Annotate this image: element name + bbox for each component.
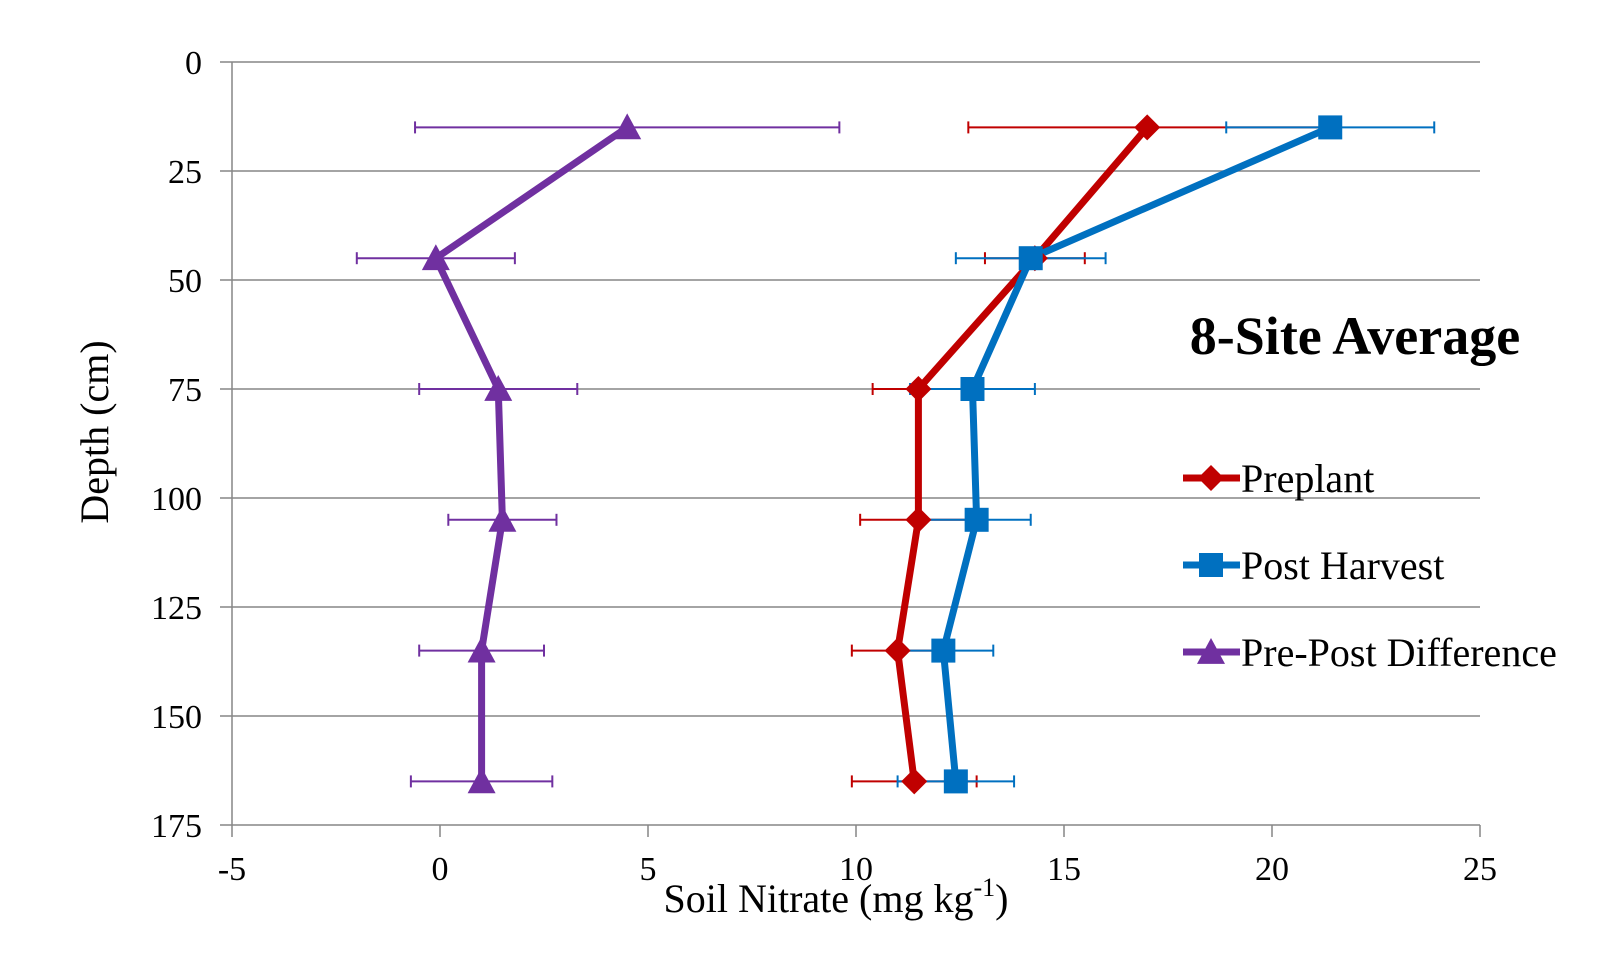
post-harvest-marker [964,507,989,532]
pre-post-difference-marker [421,244,450,271]
x-tick-label: 25 [1463,851,1497,888]
preplant-marker [884,637,911,664]
legend-label: Post Harvest [1241,543,1444,588]
x-axis-title-suffix: ) [995,876,1008,921]
x-tick-label: -5 [218,851,246,888]
preplant-marker [901,768,928,795]
preplant-marker [1134,114,1161,141]
pre-post-difference-marker [613,113,642,140]
preplant-line [894,125,1150,782]
y-tick-label: 50 [168,263,202,300]
post-harvest-marker [1318,115,1343,140]
pre-post-difference-marker [488,505,517,532]
y-tick-labels: 0 25 50 75 100 125 150 175 [151,45,202,845]
legend: Preplant Post Harvest Pre-Post Difference [1183,456,1557,675]
y-tick-label: 125 [151,590,202,627]
y-tick-label: 0 [185,45,202,82]
x-tick-label: 10 [839,851,873,888]
post-harvest-marker [960,377,985,401]
legend-label: Preplant [1241,456,1374,501]
y-tick-label: 175 [151,808,202,845]
y-tick-label: 100 [151,481,202,518]
error-bars [355,121,1436,788]
x-tick-labels: -5 0 5 10 15 20 25 [218,851,1497,888]
x-axis-title-main: Soil Nitrate (mg kg [664,876,974,921]
post-harvest-line [939,124,1332,782]
y-tick-label: 150 [151,699,202,736]
legend-swatch-marker [1199,553,1223,577]
preplant-marker [905,376,932,402]
y-tick-label: 75 [168,372,202,409]
series-lines [432,124,1332,782]
pre-post-difference-marker [484,375,513,401]
x-tick-label: 0 [432,851,449,888]
pre-post-difference-line [432,124,630,782]
legend-swatch-marker [1197,638,1225,664]
legend-item-post-harvest: Post Harvest [1183,543,1444,588]
pre-post-difference-marker [467,636,496,663]
x-tick-label: 5 [640,851,657,888]
y-axis-title: Depth (cm) [72,340,117,523]
x-tick-label: 15 [1047,851,1081,888]
pre-post-difference-marker [467,767,496,794]
legend-item-pre-post-difference: Pre-Post Difference [1183,630,1557,675]
x-axis-title: Soil Nitrate (mg kg-1) [664,873,1009,921]
legend-swatch-marker [1198,465,1224,491]
preplant-marker [905,506,932,533]
legend-item-preplant: Preplant [1183,456,1374,501]
x-tick-label: 20 [1255,851,1289,888]
post-harvest-marker [931,638,956,663]
y-tick-label: 25 [168,154,202,191]
legend-label: Pre-Post Difference [1241,630,1557,675]
post-harvest-marker [1018,246,1043,271]
post-harvest-marker [943,769,968,794]
axes [220,61,1481,837]
series-markers [421,113,1343,795]
x-axis-title-superscript: -1 [973,873,995,902]
chart-title: 8-Site Average [1190,306,1520,366]
